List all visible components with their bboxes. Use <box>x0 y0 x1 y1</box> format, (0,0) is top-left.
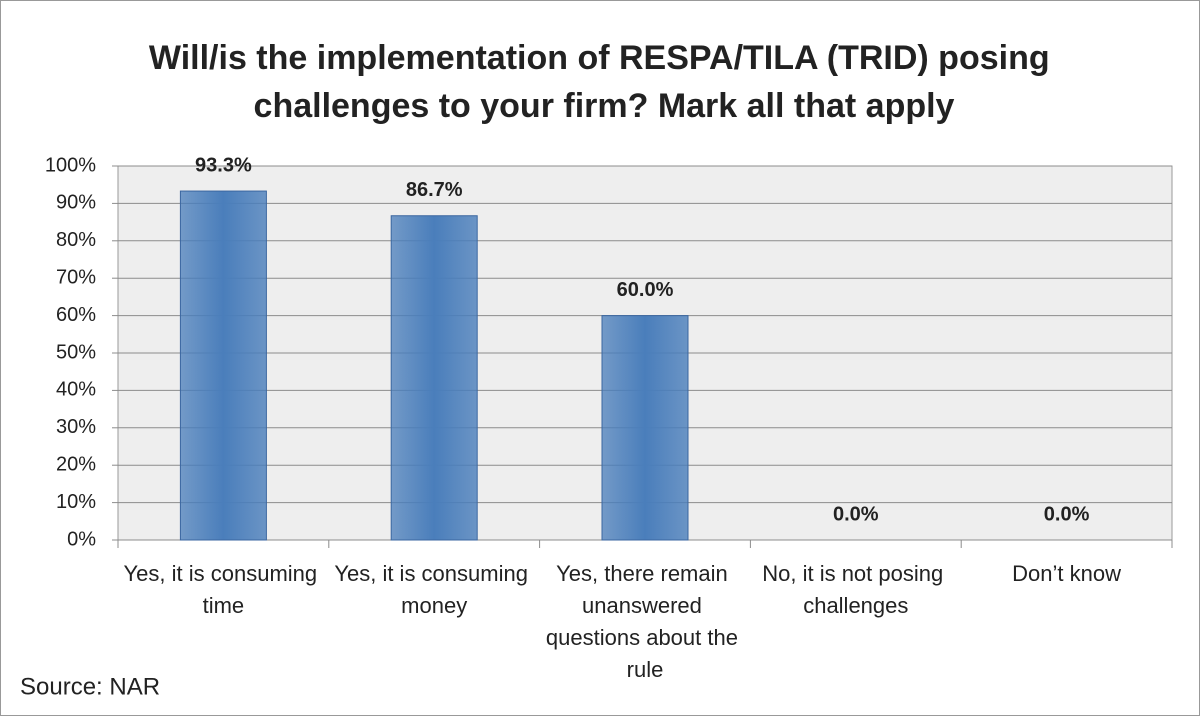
x-tick-label: Yes, it is consuming time <box>124 561 324 618</box>
y-tick-label: 50% <box>56 341 96 363</box>
y-tick-label: 40% <box>56 379 96 401</box>
bar <box>390 215 478 541</box>
bar <box>179 190 267 541</box>
y-tick-label: 70% <box>56 266 96 288</box>
source-note: Source: NAR <box>20 673 160 700</box>
x-tick-label: No, it is not posing challenges <box>762 561 949 618</box>
x-tick-label: Yes, it is consuming money <box>334 561 534 618</box>
y-tick-label: 0% <box>67 528 96 550</box>
value-label: 60.0% <box>617 279 674 301</box>
value-label: 0.0% <box>1044 503 1090 525</box>
value-label: 0.0% <box>833 503 879 525</box>
y-tick-label: 30% <box>56 416 96 438</box>
y-tick-label: 100% <box>45 154 96 176</box>
y-tick-label: 20% <box>56 453 96 475</box>
y-tick-label: 60% <box>56 304 96 326</box>
y-tick-label: 90% <box>56 192 96 214</box>
x-tick-label: Don’t know <box>1012 561 1121 586</box>
value-label: 86.7% <box>406 179 463 201</box>
y-tick-label: 10% <box>56 491 96 513</box>
value-label: 93.3% <box>195 154 252 176</box>
y-tick-label: 80% <box>56 229 96 251</box>
bar <box>601 315 689 541</box>
chart-title: Will/is the implementation of RESPA/TILA… <box>149 39 1059 125</box>
x-tick-label: Yes, there remain unanswered questions a… <box>546 561 744 682</box>
